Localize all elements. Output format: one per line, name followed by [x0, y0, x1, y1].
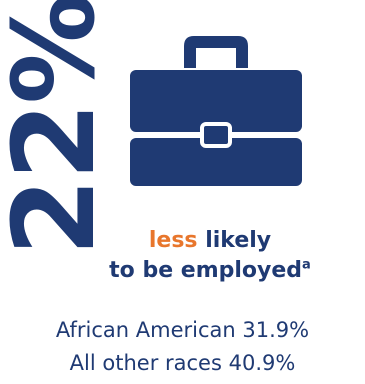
- briefcase-icon: [130, 36, 302, 186]
- stat-percentage: 22%: [0, 0, 121, 257]
- group-value: 40.9%: [228, 351, 296, 375]
- headline-line-2: to be employeda: [60, 256, 360, 286]
- group-label: African American: [55, 318, 236, 342]
- headline: less likely to be employeda: [60, 226, 360, 286]
- headline-accent: less: [148, 228, 198, 253]
- footnote-mark: a: [302, 257, 311, 273]
- group-value: 31.9%: [242, 318, 310, 342]
- group-label: All other races: [69, 351, 222, 375]
- group-african-american: African American 31.9%: [0, 318, 365, 342]
- group-all-other-races: All other races 40.9%: [0, 351, 365, 375]
- headline-line-1: less likely: [60, 226, 360, 256]
- headline-line-2-text: to be employed: [109, 258, 303, 283]
- stat-number-container: 22%: [0, 0, 120, 256]
- headline-rest: likely: [197, 228, 272, 253]
